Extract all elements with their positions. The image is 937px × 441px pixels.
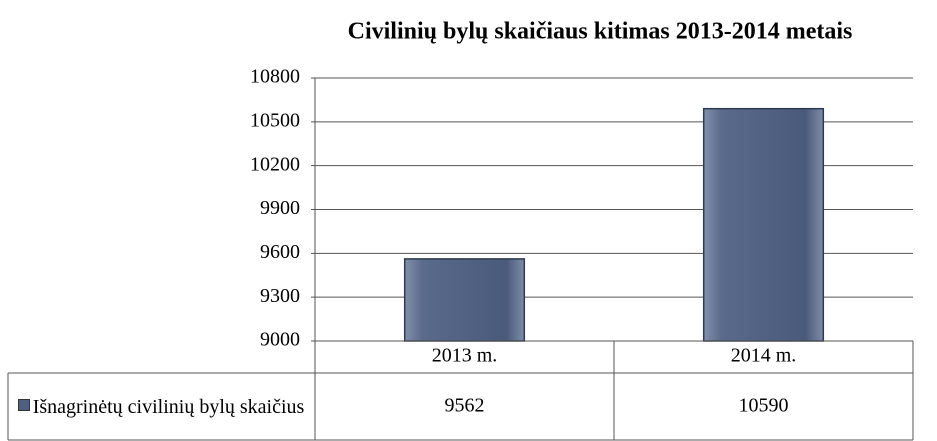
y-tick-label: 10500 bbox=[250, 109, 300, 131]
x-tick-label: 2013 m. bbox=[432, 345, 498, 367]
bar bbox=[403, 258, 526, 342]
y-tick-label: 9900 bbox=[260, 197, 300, 219]
bar bbox=[702, 107, 825, 342]
legend-key bbox=[17, 398, 30, 411]
y-tick-label: 9600 bbox=[260, 241, 300, 263]
y-tick-label: 10800 bbox=[250, 66, 300, 88]
legend-label: Išnagrinėtų civilinių bylų skaičius bbox=[32, 395, 305, 418]
y-tick-label: 9000 bbox=[260, 329, 300, 351]
chart-title: Civilinių bylų skaičiaus kitimas 2013-20… bbox=[348, 19, 853, 45]
y-tick-label: 10200 bbox=[250, 153, 300, 175]
legend-entry: Išnagrinėtų civilinių bylų skaičius bbox=[17, 395, 305, 419]
x-tick-label: 2014 m. bbox=[731, 345, 797, 367]
table-value: 9562 bbox=[445, 395, 485, 417]
table-value: 10590 bbox=[739, 395, 789, 417]
legend: Išnagrinėtų civilinių bylų skaičius bbox=[8, 374, 314, 440]
y-tick-label: 9300 bbox=[260, 285, 300, 307]
